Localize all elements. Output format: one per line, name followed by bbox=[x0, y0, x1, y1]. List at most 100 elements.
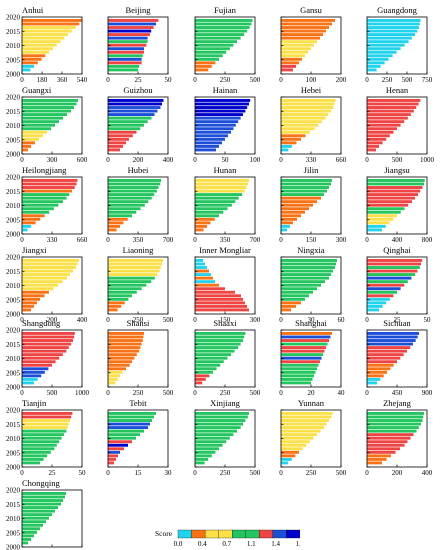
bar bbox=[195, 210, 224, 214]
bar bbox=[195, 200, 236, 204]
y-tick-label: 2000 bbox=[6, 71, 21, 79]
colorbar-swatch bbox=[177, 529, 192, 539]
bar bbox=[281, 43, 314, 47]
bar bbox=[22, 360, 56, 364]
bar bbox=[22, 127, 51, 131]
bar bbox=[108, 109, 158, 113]
bar bbox=[195, 353, 231, 357]
x-tick-label: 0 bbox=[365, 156, 369, 164]
bar bbox=[108, 356, 135, 360]
y-tick-label: 2010 bbox=[6, 122, 21, 130]
bar bbox=[281, 290, 313, 294]
bar bbox=[22, 534, 34, 538]
colorbar-title: Score bbox=[155, 529, 173, 538]
bar bbox=[22, 189, 72, 193]
x-tick-label: 0 bbox=[20, 389, 24, 397]
panel-inner-mongliar: Inner Mongliar 0 150 300 bbox=[193, 245, 261, 324]
bar bbox=[108, 443, 128, 447]
x-tick-label: 0 bbox=[20, 76, 24, 84]
panel-title: Inner Mongliar bbox=[199, 245, 251, 255]
bar bbox=[195, 287, 225, 291]
bar bbox=[195, 422, 243, 426]
panel-gansu: Gansu 0 100 200 bbox=[279, 5, 347, 84]
bar bbox=[22, 297, 40, 301]
bar bbox=[108, 224, 120, 228]
colorbar-swatch bbox=[272, 529, 287, 539]
bar bbox=[281, 186, 329, 189]
y-tick-label: 2020 bbox=[6, 94, 21, 102]
bar bbox=[367, 130, 394, 134]
x-tick-label: 250 bbox=[306, 469, 317, 477]
bar bbox=[367, 148, 376, 152]
panel-qinghai: Qinghai 0 25 50 bbox=[365, 245, 431, 324]
bar bbox=[281, 436, 314, 440]
bar bbox=[367, 461, 382, 465]
bar bbox=[367, 269, 418, 273]
colorbar-swatch bbox=[191, 529, 206, 539]
x-tick-label: 0 bbox=[365, 469, 369, 477]
bar bbox=[195, 308, 249, 312]
y-tick-label: 2005 bbox=[6, 529, 21, 537]
bar bbox=[367, 68, 377, 72]
panel-title: Gansu bbox=[300, 5, 322, 15]
y-tick-label: 2010 bbox=[6, 202, 21, 210]
bar bbox=[22, 186, 75, 189]
bar bbox=[22, 266, 76, 269]
bar bbox=[22, 461, 40, 465]
y-tick-label: 2020 bbox=[6, 407, 21, 415]
bar bbox=[367, 47, 401, 51]
bar bbox=[22, 280, 63, 284]
x-tick-label: 0 bbox=[20, 236, 24, 244]
x-tick-label: 0 bbox=[279, 156, 283, 164]
bar bbox=[195, 36, 241, 40]
y-tick-label: 2000 bbox=[6, 311, 21, 319]
bar bbox=[281, 412, 333, 415]
bar bbox=[22, 50, 50, 54]
bar bbox=[195, 269, 209, 273]
bar bbox=[22, 123, 55, 127]
bar bbox=[367, 429, 417, 433]
bar bbox=[195, 339, 243, 342]
bar bbox=[195, 332, 246, 335]
bar bbox=[281, 19, 335, 22]
bar bbox=[22, 193, 70, 197]
bar bbox=[281, 224, 290, 228]
colorbar-tick-label: 0.7 bbox=[222, 540, 231, 548]
bar bbox=[108, 200, 149, 204]
bar bbox=[195, 57, 219, 61]
bar bbox=[367, 297, 390, 301]
bar bbox=[108, 422, 150, 426]
bar bbox=[367, 64, 381, 68]
bar bbox=[195, 19, 253, 22]
bar bbox=[367, 196, 415, 200]
x-tick-label: 1000 bbox=[75, 389, 90, 397]
bar bbox=[367, 19, 421, 22]
bar bbox=[22, 224, 32, 228]
bar bbox=[367, 415, 424, 419]
bar bbox=[22, 276, 67, 280]
bar bbox=[22, 495, 65, 499]
bar bbox=[108, 26, 154, 29]
bar bbox=[22, 134, 43, 138]
bar bbox=[108, 381, 116, 385]
y-tick-label: 2015 bbox=[6, 188, 21, 196]
bar bbox=[281, 426, 325, 430]
bar bbox=[108, 308, 118, 312]
bar bbox=[22, 287, 54, 291]
bar bbox=[108, 123, 144, 127]
bar bbox=[195, 228, 204, 232]
bar bbox=[22, 513, 52, 517]
bar bbox=[22, 43, 57, 47]
bar bbox=[367, 290, 397, 294]
bar bbox=[195, 349, 235, 353]
bar bbox=[281, 294, 309, 298]
bar bbox=[367, 109, 414, 113]
bar bbox=[281, 61, 299, 65]
x-tick-label: 750 bbox=[422, 76, 433, 84]
bar bbox=[195, 436, 230, 440]
bar bbox=[22, 492, 66, 495]
panel-sichuan: Sichuan 0 450 900 bbox=[365, 318, 433, 397]
x-tick-label: 25 bbox=[135, 76, 143, 84]
bar bbox=[367, 200, 412, 204]
